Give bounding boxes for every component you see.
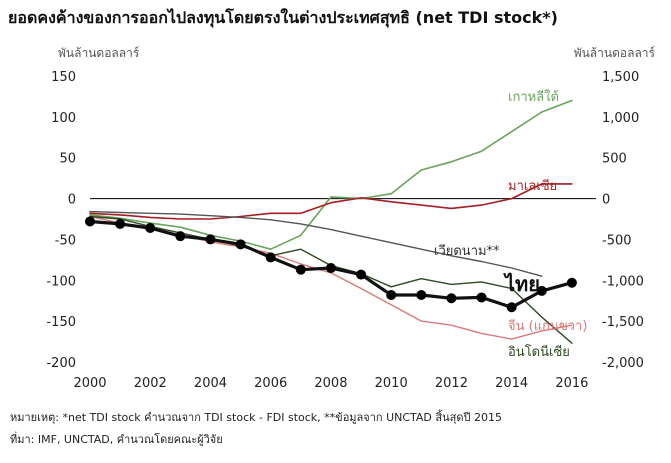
right-y-tick-label: -500 — [602, 233, 632, 248]
x-tick-label: 2014 — [495, 376, 528, 391]
x-tick-label: 2010 — [375, 376, 408, 391]
series-label: อินโดนีเซีย — [508, 344, 570, 360]
series-label: จีน (แกนขวา) — [508, 318, 588, 334]
right-y-tick-label: 500 — [602, 152, 627, 167]
right-y-tick-label: 0 — [602, 193, 610, 208]
left-y-tick-label: 150 — [51, 70, 76, 85]
data-point — [356, 269, 367, 280]
right-y-tick-label: 1,500 — [602, 70, 639, 85]
series-label: เกาหลีใต้ — [508, 89, 559, 105]
left-y-tick-label: 100 — [51, 111, 76, 126]
right-y-tick-label: -1,000 — [602, 274, 644, 289]
data-point — [325, 263, 336, 274]
data-point — [416, 289, 427, 300]
x-tick-label: 2004 — [194, 376, 227, 391]
data-point — [476, 292, 487, 303]
series-label: เวียดนาม** — [434, 243, 500, 259]
data-point — [175, 231, 186, 242]
series-line — [89, 215, 573, 344]
data-point — [145, 222, 156, 233]
right-y-tick-label: -1,500 — [602, 315, 644, 330]
right-y-tick-label: 1,000 — [602, 111, 639, 126]
data-point — [386, 289, 397, 300]
left-y-tick-label: -200 — [46, 356, 76, 371]
left-axis-unit: พันล้านดอลลาร์ — [58, 46, 140, 60]
series-label: ไทย — [503, 272, 540, 296]
x-tick-label: 2002 — [134, 376, 167, 391]
x-tick-label: 2012 — [435, 376, 468, 391]
series-line — [89, 215, 573, 340]
chart-source: ที่มา: IMF, UNCTAD, คำนวณโดยคณะผู้วิจัย — [10, 433, 223, 446]
x-tick-label: 2016 — [555, 376, 588, 391]
data-point — [566, 277, 577, 288]
chart-note: หมายเหตุ: *net TDI stock คำนวณจาก TDI st… — [10, 411, 502, 424]
left-y-tick-label: 50 — [59, 152, 76, 167]
left-y-tick-label: -50 — [55, 233, 76, 248]
data-point — [446, 293, 457, 304]
data-point — [205, 234, 216, 245]
chart-axes: 150100500-50-100-150-2001,5001,0005000-5… — [46, 70, 643, 391]
data-point — [235, 239, 246, 250]
left-y-tick-label: -100 — [46, 274, 76, 289]
right-axis-unit: พันล้านดอลลาร์ — [573, 46, 655, 60]
series-labels: เกาหลีใต้มาเลเซียเวียดนาม** จีน (แกนขวา) อ… — [434, 89, 587, 360]
data-point — [506, 302, 517, 313]
chart-title: ยอดคงค้างของการออกไปลงทุนโดยตรงในต่างประ… — [8, 8, 558, 27]
left-y-tick-label: -150 — [46, 315, 76, 330]
data-point — [85, 216, 95, 227]
data-point — [536, 285, 547, 296]
data-point — [115, 218, 126, 229]
x-tick-label: 2000 — [73, 376, 106, 391]
series-label: มาเลเซีย — [508, 178, 557, 194]
thai-series-markers — [85, 216, 577, 313]
series-line — [89, 99, 573, 250]
series-line — [89, 183, 573, 220]
x-tick-label: 2008 — [314, 376, 347, 391]
left-y-tick-label: 0 — [68, 193, 76, 208]
data-point — [295, 264, 306, 275]
data-point — [265, 252, 276, 263]
x-tick-label: 2006 — [254, 376, 287, 391]
series-line — [89, 210, 543, 277]
right-y-tick-label: -2,000 — [602, 356, 644, 371]
chart-series-lines — [88, 99, 574, 344]
